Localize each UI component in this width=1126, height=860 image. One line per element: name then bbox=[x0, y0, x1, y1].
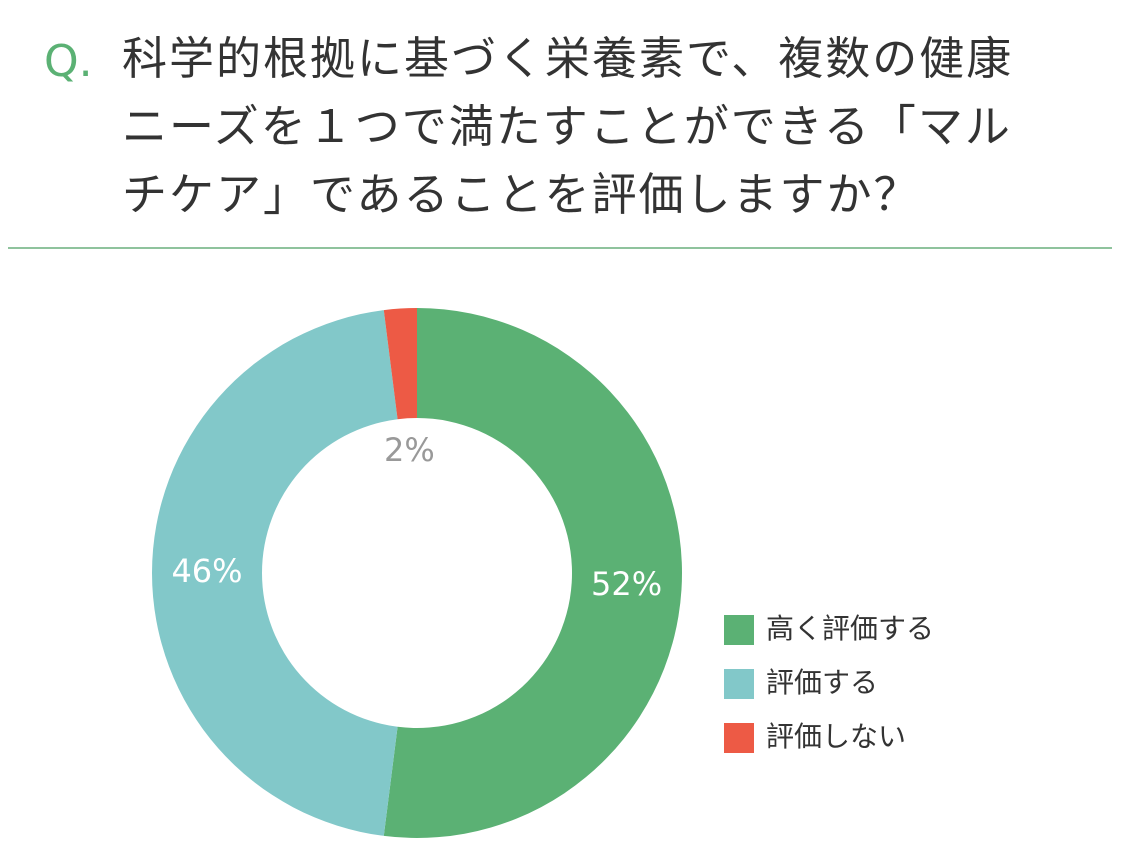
legend-swatch bbox=[724, 615, 754, 645]
title-prefix: Q. bbox=[44, 36, 93, 87]
legend-swatch bbox=[724, 723, 754, 753]
donut-slice bbox=[383, 308, 417, 420]
data-label: 52% bbox=[591, 565, 662, 603]
divider bbox=[8, 247, 1112, 249]
donut-slice bbox=[383, 308, 682, 838]
chart-title: 科学的根拠に基づく栄養素で、複数の健康ニーズを１つで満たすことができる「マルチケ… bbox=[122, 32, 1014, 221]
legend-label: 評価しない bbox=[766, 720, 906, 753]
legend-swatch bbox=[724, 669, 754, 699]
data-label: 46% bbox=[171, 552, 242, 590]
data-label: 2% bbox=[384, 431, 435, 469]
donut-slice bbox=[151, 310, 398, 836]
legend-label: 高く評価する bbox=[766, 612, 934, 645]
legend-label: 評価する bbox=[766, 666, 878, 699]
